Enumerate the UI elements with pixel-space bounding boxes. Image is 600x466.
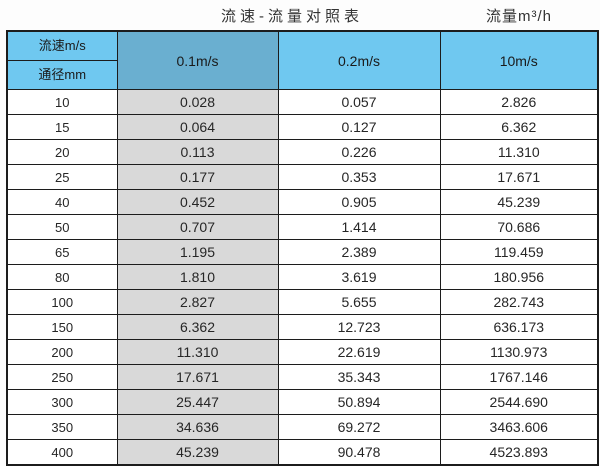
speed-column-header-0-1: 0.1m/s — [116, 30, 279, 90]
value-cell: 90.478 — [277, 439, 441, 466]
diameter-cell: 100 — [6, 289, 118, 315]
value-cell: 11.310 — [116, 339, 279, 365]
value-cell: 1767.146 — [439, 364, 599, 390]
table-row: 350 34.636 69.272 3463.606 — [6, 414, 599, 440]
diameter-cell: 40 — [6, 189, 118, 215]
table-row: 400 45.239 90.478 4523.893 — [6, 439, 599, 466]
table-row: 25 0.177 0.353 17.671 — [6, 164, 599, 190]
value-cell: 3463.606 — [439, 414, 599, 440]
value-cell: 1.414 — [277, 214, 441, 240]
value-cell: 25.447 — [116, 389, 279, 415]
value-cell: 0.064 — [116, 114, 279, 140]
value-cell: 282.743 — [439, 289, 599, 315]
value-cell: 35.343 — [277, 364, 441, 390]
diameter-cell: 350 — [6, 414, 118, 440]
value-cell: 17.671 — [439, 164, 599, 190]
diameter-cell: 10 — [6, 89, 118, 115]
table-row: 20 0.113 0.226 11.310 — [6, 139, 599, 165]
diameter-cell: 50 — [6, 214, 118, 240]
speed-column-header-10: 10m/s — [439, 30, 599, 90]
header-row: 流速m/s 通径mm 0.1m/s 0.2m/s 10m/s — [6, 30, 599, 90]
value-cell: 50.894 — [277, 389, 441, 415]
value-cell: 69.272 — [277, 414, 441, 440]
value-cell: 1.810 — [116, 264, 279, 290]
value-cell: 1130.973 — [439, 339, 599, 365]
diameter-cell: 20 — [6, 139, 118, 165]
value-cell: 0.905 — [277, 189, 441, 215]
table-row: 50 0.707 1.414 70.686 — [6, 214, 599, 240]
value-cell: 2.389 — [277, 239, 441, 265]
diameter-cell: 65 — [6, 239, 118, 265]
diameter-cell: 150 — [6, 314, 118, 340]
value-cell: 0.452 — [116, 189, 279, 215]
value-cell: 22.619 — [277, 339, 441, 365]
value-cell: 70.686 — [439, 214, 599, 240]
flow-rate-table: 流速m/s 通径mm 0.1m/s 0.2m/s 10m/s 10 0.028 0.… — [6, 30, 599, 466]
value-cell: 1.195 — [116, 239, 279, 265]
speed-column-header-0-2: 0.2m/s — [277, 30, 441, 90]
table-row: 65 1.195 2.389 119.459 — [6, 239, 599, 265]
velocity-header-label: 流速m/s — [8, 32, 116, 61]
value-cell: 119.459 — [439, 239, 599, 265]
value-cell: 4523.893 — [439, 439, 599, 466]
value-cell: 6.362 — [116, 314, 279, 340]
table-title: 流速-流量对照表 — [221, 8, 363, 25]
value-cell: 34.636 — [116, 414, 279, 440]
value-cell: 0.226 — [277, 139, 441, 165]
corner-header-cell: 流速m/s 通径mm — [6, 30, 118, 90]
table-body: 10 0.028 0.057 2.826 15 0.064 0.127 6.362 20 0.11… — [6, 89, 599, 466]
value-cell: 180.956 — [439, 264, 599, 290]
diameter-cell: 200 — [6, 339, 118, 365]
diameter-cell: 300 — [6, 389, 118, 415]
table-row: 150 6.362 12.723 636.173 — [6, 314, 599, 340]
table-row: 300 25.447 50.894 2544.690 — [6, 389, 599, 415]
diameter-cell: 15 — [6, 114, 118, 140]
value-cell: 6.362 — [439, 114, 599, 140]
value-cell: 11.310 — [439, 139, 599, 165]
value-cell: 0.127 — [277, 114, 441, 140]
diameter-header-label: 通径mm — [38, 67, 87, 82]
value-cell: 0.177 — [116, 164, 279, 190]
value-cell: 0.113 — [116, 139, 279, 165]
diameter-cell: 250 — [6, 364, 118, 390]
value-cell: 0.028 — [116, 89, 279, 115]
value-cell: 45.239 — [116, 439, 279, 466]
value-cell: 5.655 — [277, 289, 441, 315]
value-cell: 12.723 — [277, 314, 441, 340]
diameter-cell: 80 — [6, 264, 118, 290]
flow-unit-label: 流量m³/h — [486, 8, 553, 25]
table-row: 40 0.452 0.905 45.239 — [6, 189, 599, 215]
table-row: 200 11.310 22.619 1130.973 — [6, 339, 599, 365]
value-cell: 0.353 — [277, 164, 441, 190]
value-cell: 45.239 — [439, 189, 599, 215]
table-row: 80 1.810 3.619 180.956 — [6, 264, 599, 290]
value-cell: 2.827 — [116, 289, 279, 315]
table-row: 15 0.064 0.127 6.362 — [6, 114, 599, 140]
value-cell: 17.671 — [116, 364, 279, 390]
table-row: 10 0.028 0.057 2.826 — [6, 89, 599, 115]
diameter-cell: 25 — [6, 164, 118, 190]
value-cell: 2544.690 — [439, 389, 599, 415]
diameter-cell: 400 — [6, 439, 118, 466]
value-cell: 2.826 — [439, 89, 599, 115]
value-cell: 0.057 — [277, 89, 441, 115]
table-row: 250 17.671 35.343 1767.146 — [6, 364, 599, 390]
value-cell: 0.707 — [116, 214, 279, 240]
value-cell: 636.173 — [439, 314, 599, 340]
value-cell: 3.619 — [277, 264, 441, 290]
table-row: 100 2.827 5.655 282.743 — [6, 289, 599, 315]
